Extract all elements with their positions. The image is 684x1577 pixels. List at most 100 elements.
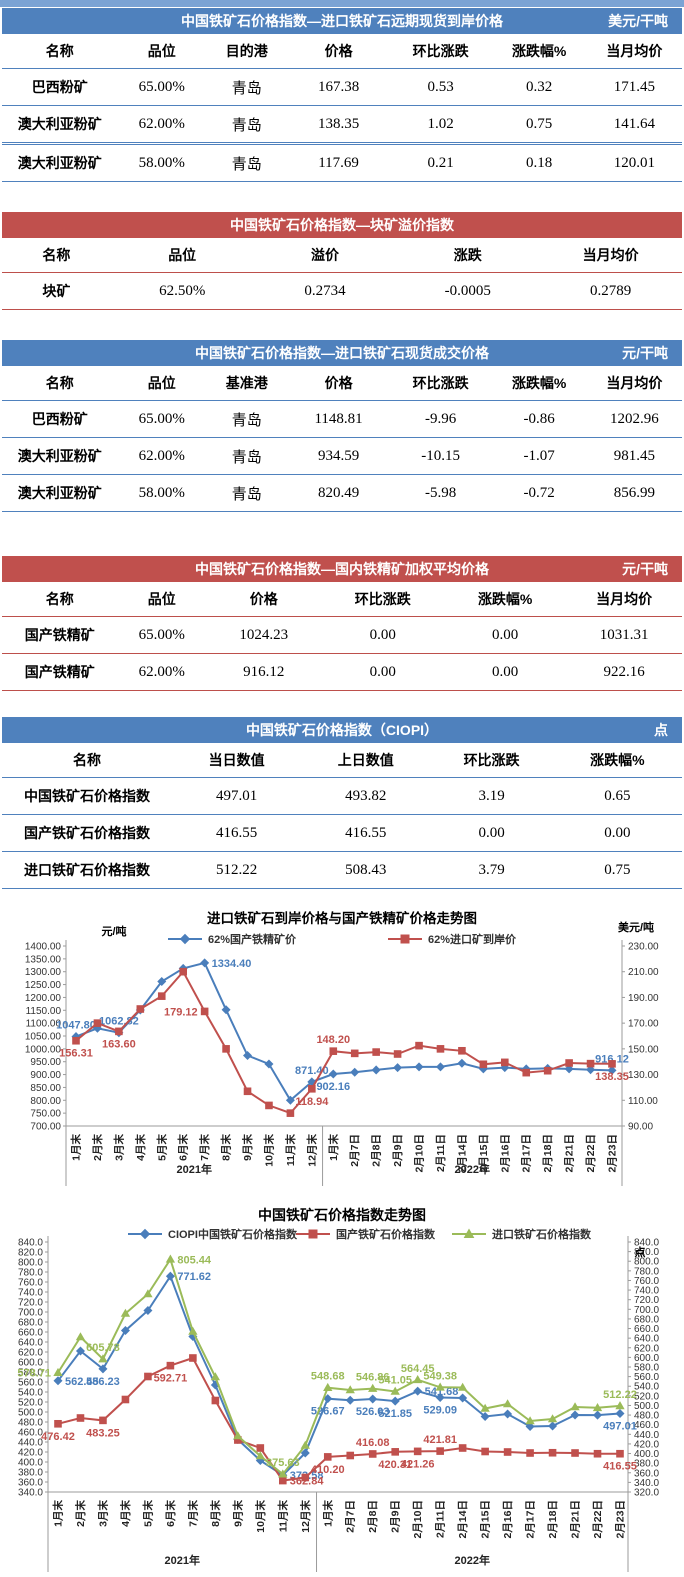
year-group-label: 2022年 — [455, 1553, 490, 1567]
right-tick-label: 230.00 — [628, 942, 659, 953]
right-tick-label: 520.0 — [634, 1391, 659, 1402]
row-name-cell: 块矿 — [42, 283, 71, 299]
data-label: 526.03 — [356, 1406, 390, 1418]
right-tick-label: 600.0 — [634, 1353, 659, 1364]
value-cell: 416.55 — [345, 824, 387, 841]
row-name-cell: 澳大利亚粉矿 — [17, 485, 102, 501]
square-marker — [93, 1019, 102, 1027]
x-axis-label: 11月末 — [284, 1134, 297, 1167]
right-tick-label: 500.0 — [634, 1401, 659, 1412]
right-tick-label: 460.0 — [634, 1420, 659, 1431]
chart-title: 中国铁矿石价格指数走势图 — [258, 1207, 426, 1223]
triangle-marker — [323, 1382, 333, 1391]
table-row: 中国铁矿石价格指数 497.01 493.82 3.19 0.65 — [2, 778, 682, 815]
table-title-bar: 中国铁矿石价格指数—进口铁矿石现货成交价格 元/干吨 — [2, 340, 682, 366]
diamond-marker — [285, 1095, 295, 1105]
data-label: 578.71 — [17, 1368, 51, 1380]
column-header: 当月均价 — [596, 591, 653, 607]
triangle-marker — [255, 1451, 265, 1460]
x-axis-label: 2月10日 — [414, 1134, 426, 1173]
column-header: 环比涨跌 — [354, 591, 411, 607]
triangle-marker — [98, 1354, 108, 1363]
diamond-marker — [413, 1386, 423, 1396]
square-marker — [76, 1414, 85, 1422]
data-label: 541.68 — [425, 1386, 459, 1398]
column-header: 品位 — [147, 43, 176, 59]
value-cell: 65.00% — [138, 410, 185, 427]
column-header: 涨跌幅% — [590, 752, 645, 768]
legend-label: 进口铁矿石价格指数 — [492, 1227, 592, 1241]
right-tick-label: 560.0 — [634, 1372, 659, 1383]
left-axis-unit: 元/吨 — [101, 924, 126, 938]
series-line — [57, 1273, 621, 1477]
x-axis-label: 2月21日 — [564, 1134, 576, 1173]
column-header: 涨跌幅% — [511, 375, 567, 391]
column-header: 价格 — [324, 375, 353, 391]
triangle-marker — [188, 1326, 198, 1335]
data-label: 375.63 — [266, 1457, 300, 1469]
square-marker — [413, 1447, 422, 1456]
table-row: 巴西粉矿 65.00% 青岛 1148.81 -9.96 -0.86 1202.96 — [2, 401, 682, 438]
row-name-cell: 澳大利亚粉矿 — [17, 116, 102, 132]
right-tick-label: 190.00 — [628, 993, 659, 1004]
right-tick-label: 320.0 — [634, 1488, 659, 1499]
right-tick-label: 800.0 — [634, 1257, 659, 1268]
square-marker — [415, 1041, 423, 1050]
left-tick-label: 500.0 — [18, 1408, 43, 1419]
data-table-5: 中国铁矿石价格指数（CIOPI） 点名称 当日数值 上日数值 环比涨跌 涨跌幅% 中国铁矿石… — [2, 717, 682, 889]
data-label: 546.86 — [356, 1372, 390, 1384]
value-cell: 青岛 — [231, 156, 262, 173]
table-unit: 美元/干吨 — [608, 13, 668, 29]
right-tick-label: 720.0 — [634, 1295, 659, 1306]
value-cell: 青岛 — [231, 449, 262, 466]
square-marker — [222, 1045, 230, 1053]
value-cell: -10.15 — [421, 447, 460, 464]
diamond-marker — [458, 1393, 468, 1403]
square-marker — [501, 1058, 509, 1067]
chart-svg-1: 进口铁矿石到岸价格与国产铁精矿价格走势图 62%国产铁精矿价 62%进口矿到岸价 14… — [25, 910, 659, 1206]
value-cell: 0.75 — [604, 861, 631, 878]
row-name-cell: 巴西粉矿 — [31, 79, 88, 95]
table-unit: 点 — [654, 722, 668, 738]
triangle-marker — [457, 1382, 468, 1391]
x-axis-label: 2月14日 — [457, 1500, 469, 1539]
data-label: 416.55 — [603, 1461, 637, 1473]
triangle-marker — [143, 1289, 153, 1298]
column-header: 名称 — [42, 247, 71, 263]
value-cell: 0.00 — [369, 663, 396, 680]
column-header: 价格 — [324, 43, 353, 59]
x-axis-label: 8月末 — [220, 1134, 233, 1161]
x-axis-label: 2月14日 — [456, 1134, 468, 1173]
x-axis-label: 2月末 — [74, 1500, 87, 1527]
x-axis-label: 2月16日 — [499, 1134, 511, 1173]
x-axis-label: 2月18日 — [542, 1134, 554, 1173]
x-axis-label: 2月23日 — [615, 1500, 627, 1539]
value-cell: 0.2734 — [304, 282, 346, 299]
table-grid: 名称 品位 溢价 涨跌 当月均价 块矿 62.50% 0.2734 -0.0005 0.2789 — [2, 238, 682, 310]
square-marker — [481, 1447, 489, 1456]
value-cell: 1031.31 — [599, 626, 649, 643]
value-cell: -5.98 — [424, 484, 457, 501]
chart-title: 进口铁矿石到岸价格与国产铁精矿价格走势图 — [207, 910, 477, 926]
x-axis-label: 9月末 — [231, 1500, 244, 1527]
table-title-bar: 中国铁矿石价格指数（CIOPI） 点 — [2, 717, 682, 743]
value-cell: 青岛 — [231, 486, 262, 503]
left-tick-label: 800.00 — [30, 1096, 61, 1107]
diamond-marker — [264, 1059, 274, 1069]
x-axis-label: 2月8日 — [367, 1500, 379, 1533]
x-axis-label: 5月末 — [141, 1500, 154, 1527]
right-tick-label: 580.0 — [634, 1363, 659, 1374]
right-tick-label: 110.00 — [628, 1096, 658, 1107]
right-tick-label: 150.00 — [628, 1044, 659, 1055]
table-header-row: 名称 品位 价格 环比涨跌 涨跌幅% 当月均价 — [2, 582, 682, 617]
table-row: 澳大利亚粉矿 62.00% 青岛 138.35 1.02 0.75 141.64 — [2, 106, 682, 144]
diamond-marker — [120, 1325, 130, 1336]
diamond-marker — [457, 1058, 467, 1068]
left-tick-label: 640.0 — [18, 1338, 43, 1349]
diamond-marker — [139, 1228, 151, 1240]
diamond-marker — [323, 1394, 333, 1404]
x-axis-label: 3月末 — [112, 1134, 125, 1161]
column-header: 当月均价 — [582, 247, 639, 263]
data-label: 416.08 — [356, 1437, 390, 1449]
